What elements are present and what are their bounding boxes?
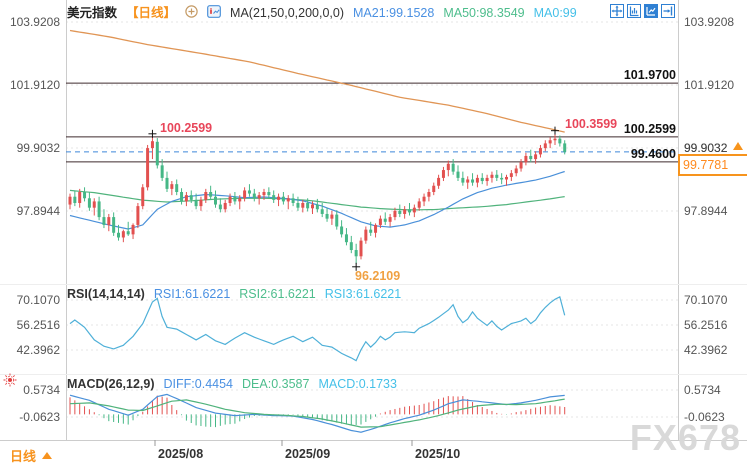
watermark: FX678 <box>629 417 741 458</box>
macd-lines <box>69 393 565 433</box>
price-pane-header: 美元指数 【日线】 MA(21,50,0,200,0,0) MA21:99.15… <box>67 5 577 22</box>
resistance-level-1-label: 101.9700 <box>623 68 676 82</box>
pivot-high-label-1: 100.2599 <box>160 121 213 135</box>
pivot-high-label-2: 100.3599 <box>565 117 618 131</box>
level-lines[interactable] <box>66 82 678 163</box>
support-level-label: 99.4600 <box>630 147 676 161</box>
ma-settings-label[interactable]: MA(21,50,0,200,0,0) <box>230 6 344 20</box>
period-text: 日线 <box>10 449 37 464</box>
axis-label: 42.3962 <box>684 343 728 357</box>
period-label[interactable]: 【日线】 <box>126 6 177 20</box>
axis-label: 103.9208 <box>684 15 734 29</box>
chart-toolbar <box>610 4 675 18</box>
current-price-box: 99.7781 <box>678 154 747 176</box>
price-up-arrow-icon[interactable] <box>733 142 743 150</box>
rsi2-value: RSI2:61.6221 <box>239 287 316 301</box>
axis-label: 56.2516 <box>684 318 728 332</box>
axis-label: 0.5734 <box>23 383 60 397</box>
jump-latest-icon[interactable] <box>661 4 675 18</box>
latest-bar-icon[interactable] <box>644 4 658 18</box>
axis-label: 99.9032 <box>684 141 728 155</box>
macd-histogram <box>69 395 566 428</box>
ma50-value: MA50:98.3549 <box>443 6 525 20</box>
axis-label: 56.2516 <box>17 318 61 332</box>
axis-label: -0.0623 <box>684 410 725 424</box>
resistance-level-2-label: 100.2599 <box>623 122 676 136</box>
axis-label: 42.3962 <box>17 343 61 357</box>
macd-diff-value: DIFF:0.4454 <box>163 377 234 391</box>
macd-value: MACD:0.1733 <box>318 377 397 391</box>
current-price-value: 99.7781 <box>683 158 729 172</box>
add-indicator-icon[interactable] <box>185 5 198 22</box>
rsi-title[interactable]: RSI(14,14,14) <box>67 287 145 301</box>
sun-icon[interactable] <box>3 373 17 392</box>
pivot-markers <box>148 126 559 271</box>
axis-label: -0.0623 <box>19 410 60 424</box>
pane-borders <box>0 0 747 446</box>
axis-label: 97.8944 <box>17 204 61 218</box>
crosshair-icon[interactable] <box>610 4 624 18</box>
rsi-pane-header: RSI(14,14,14) RSI1:61.6221 RSI2:61.6221 … <box>67 287 401 302</box>
period-selector[interactable]: 日线 <box>10 446 53 465</box>
axis-label: 97.8944 <box>684 204 728 218</box>
axis-label-99-9032: 99.9032 <box>684 141 728 155</box>
macd-dea-value: DEA:0.3587 <box>242 377 310 391</box>
ma21-value: MA21:99.1528 <box>353 6 435 20</box>
axis-label: 70.1070 <box>684 293 728 307</box>
pivot-low-label: 96.2109 <box>355 269 401 283</box>
rsi-line <box>69 296 566 362</box>
axis-labels: 103.9208 103.9208 101.9120 101.9120 99.9032 9… <box>10 15 734 424</box>
gridlines <box>66 21 678 418</box>
indicator-icon[interactable] <box>207 5 221 22</box>
ma0-value: MA0:99 <box>533 6 577 20</box>
rsi3-value: RSI3:61.6221 <box>324 287 402 301</box>
axis-label: 0.5734 <box>684 383 721 397</box>
axis-label: 99.9032 <box>17 141 61 155</box>
axis-label: 101.9120 <box>684 78 734 92</box>
axis-label: 101.9120 <box>10 78 60 92</box>
macd-pane-header: MACD(26,12,9) DIFF:0.4454 DEA:0.3587 MAC… <box>67 377 397 392</box>
symbol-title: 美元指数 <box>67 6 118 20</box>
candles[interactable] <box>68 133 567 264</box>
axis-label: 103.9208 <box>10 15 60 29</box>
period-up-triangle-icon <box>42 452 53 459</box>
date-label: 2025/08 <box>158 447 204 461</box>
date-label: 2025/10 <box>415 447 461 461</box>
macd-title[interactable]: MACD(26,12,9) <box>67 377 155 391</box>
date-label: 2025/09 <box>285 447 331 461</box>
rsi1-value: RSI1:61.6221 <box>153 287 231 301</box>
chart-scale-icon[interactable] <box>627 4 641 18</box>
axis-label: 70.1070 <box>17 293 61 307</box>
